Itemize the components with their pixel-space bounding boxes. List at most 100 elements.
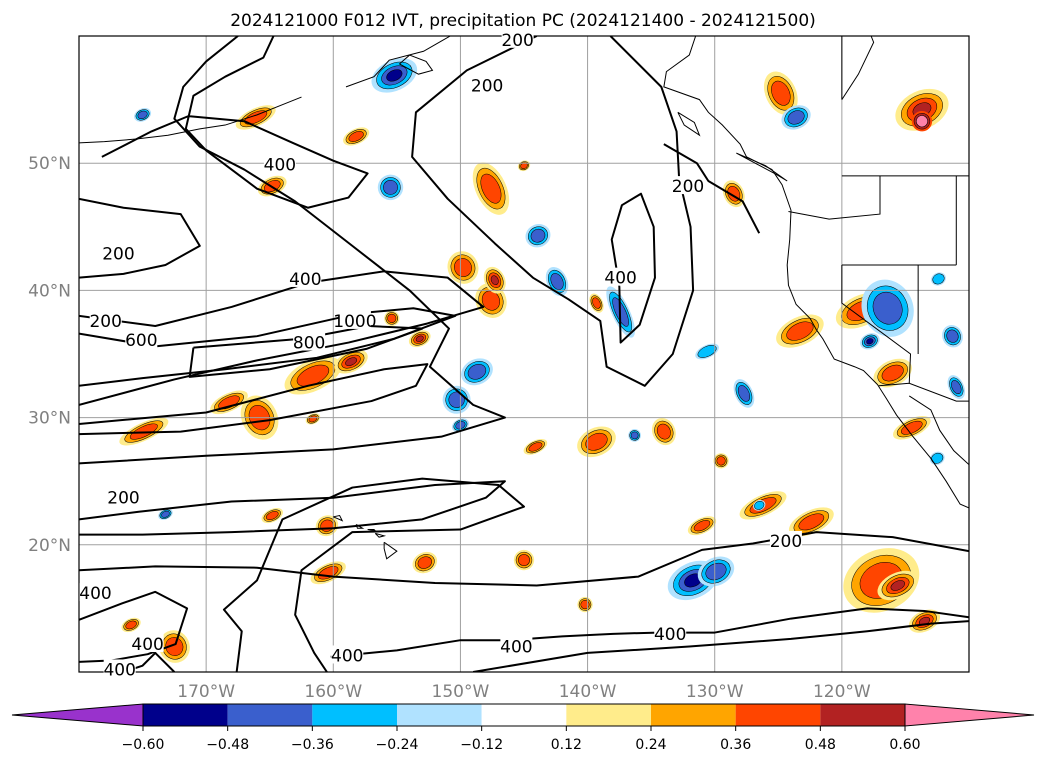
map-background	[79, 36, 969, 672]
colorbar-bin	[651, 704, 736, 726]
precip-positive-area	[763, 71, 798, 115]
colorbar-bins	[11, 703, 1035, 727]
precip-positive-area	[334, 349, 368, 374]
precip-positive-area	[776, 314, 824, 348]
contour-label-bg	[338, 310, 371, 329]
coastline	[841, 36, 875, 100]
contour-label-bg	[500, 636, 533, 655]
precip-positive-area	[873, 358, 912, 388]
contour-label-bg	[125, 330, 158, 349]
precip-positive-area	[651, 418, 676, 446]
ivt-contour-line	[79, 36, 506, 465]
contour-label: 1000	[333, 312, 376, 332]
precip-negative-area	[525, 224, 551, 248]
precip-positive-area	[408, 330, 431, 348]
contour-label: 400	[79, 584, 111, 604]
contour-label-bg	[102, 243, 135, 262]
longitude-labels: 170°W 160°W 150°W 140°W 130°W 120°W	[177, 682, 871, 702]
colorbar-tick-label: −0.12	[460, 737, 503, 753]
precip-negative-area	[461, 358, 493, 386]
colorbar-bin	[143, 704, 228, 726]
ivt-contour-line	[101, 36, 369, 209]
lon-tick-label: 140°W	[559, 682, 617, 702]
precip-negative-area	[695, 343, 719, 360]
colorbar-tick-label: 0.36	[720, 737, 751, 753]
colorbar-bin	[227, 704, 313, 726]
ivt-contour-line	[472, 620, 969, 672]
coastlines	[79, 36, 969, 560]
precip-positive-area	[687, 516, 717, 536]
precip-positive-area	[412, 551, 438, 574]
coastline	[374, 532, 387, 538]
colorbar-under-arrow	[11, 703, 144, 727]
lat-tick-label: 20°N	[28, 536, 71, 556]
contour-label: 200	[770, 532, 802, 552]
precip-positive-area	[447, 251, 479, 284]
colorbar-tick-label: −0.48	[206, 737, 249, 753]
ivt-contour-line	[222, 477, 525, 672]
precip-negative-area	[942, 324, 963, 348]
contour-label: 200	[89, 312, 121, 332]
contour-label: 400	[331, 646, 363, 666]
contour-label: 200	[107, 489, 139, 509]
coastline	[333, 514, 344, 522]
coastline	[345, 36, 451, 88]
ivt-contour-line	[663, 143, 761, 234]
ivt-contour-line	[610, 192, 656, 344]
precip-positive-area	[261, 508, 283, 524]
contour-label-bg	[131, 634, 164, 653]
contour-label-bg	[107, 487, 140, 506]
contour-label: 400	[131, 635, 163, 655]
coastline	[383, 541, 398, 560]
coastline	[878, 382, 969, 402]
ivt-contour-line	[79, 363, 429, 436]
colorbar-bin	[735, 704, 821, 726]
contour-label: 400	[604, 269, 636, 289]
contour-label-bg	[289, 268, 322, 287]
ivt-contours	[79, 36, 969, 672]
ivt-contour-line	[79, 531, 969, 587]
colorbar-over-arrow	[904, 703, 1035, 727]
colorbar: −0.60 −0.48 −0.36 −0.24 −0.12 0.12 0.24 0.36 0.4…	[11, 703, 1035, 753]
contour-label-bg	[471, 75, 504, 94]
coastline	[677, 111, 701, 137]
precip-positive-area	[911, 111, 933, 132]
contour-label: 400	[500, 638, 532, 658]
coastline	[399, 54, 434, 75]
precip-positive-area	[523, 438, 548, 455]
colorbar-bin	[481, 704, 567, 726]
colorbar-bin	[566, 704, 651, 726]
lon-tick-label: 120°W	[813, 682, 871, 702]
colorbar-ticks: −0.60 −0.48 −0.36 −0.24 −0.12 0.12 0.24 0.36 0.4…	[122, 726, 921, 753]
contour-label-bg	[89, 310, 122, 329]
coastline	[79, 96, 302, 144]
lon-tick-label: 170°W	[177, 682, 235, 702]
precip-positive-area	[472, 162, 510, 215]
precip-positive-area	[788, 507, 834, 537]
contour-label-bg	[501, 29, 534, 48]
precip-positive-area	[384, 310, 400, 327]
precip-negative-area	[134, 107, 152, 122]
contour-label-bg	[331, 645, 364, 664]
ivt-contour-line	[79, 197, 201, 279]
contour-label: 400	[654, 625, 686, 645]
colorbar-bin	[312, 704, 397, 726]
chart-title: 2024121000 F012 IVT, precipitation PC (2…	[230, 11, 816, 31]
ivt-contour-line	[330, 607, 969, 658]
contour-label-bg	[672, 176, 705, 195]
coastline	[663, 36, 969, 509]
precip-positive-area	[121, 617, 141, 633]
precip-negative-area	[697, 556, 735, 587]
colorbar-outline	[142, 703, 906, 727]
contour-label-bg	[103, 659, 136, 678]
colorbar-tick-label: −0.24	[376, 737, 419, 753]
ivt-contour-line	[79, 480, 506, 536]
precip-negative-area	[861, 279, 914, 337]
contour-label: 200	[501, 31, 533, 51]
ivt-contour-line	[411, 36, 695, 387]
colorbar-tick-label: −0.36	[291, 737, 334, 753]
ivt-contour-labels: 2002002004004002004002006001000800200400…	[79, 29, 802, 680]
contour-label-bg	[654, 623, 687, 642]
precip-negative-area	[947, 375, 966, 400]
precip-positive-area	[343, 127, 370, 146]
